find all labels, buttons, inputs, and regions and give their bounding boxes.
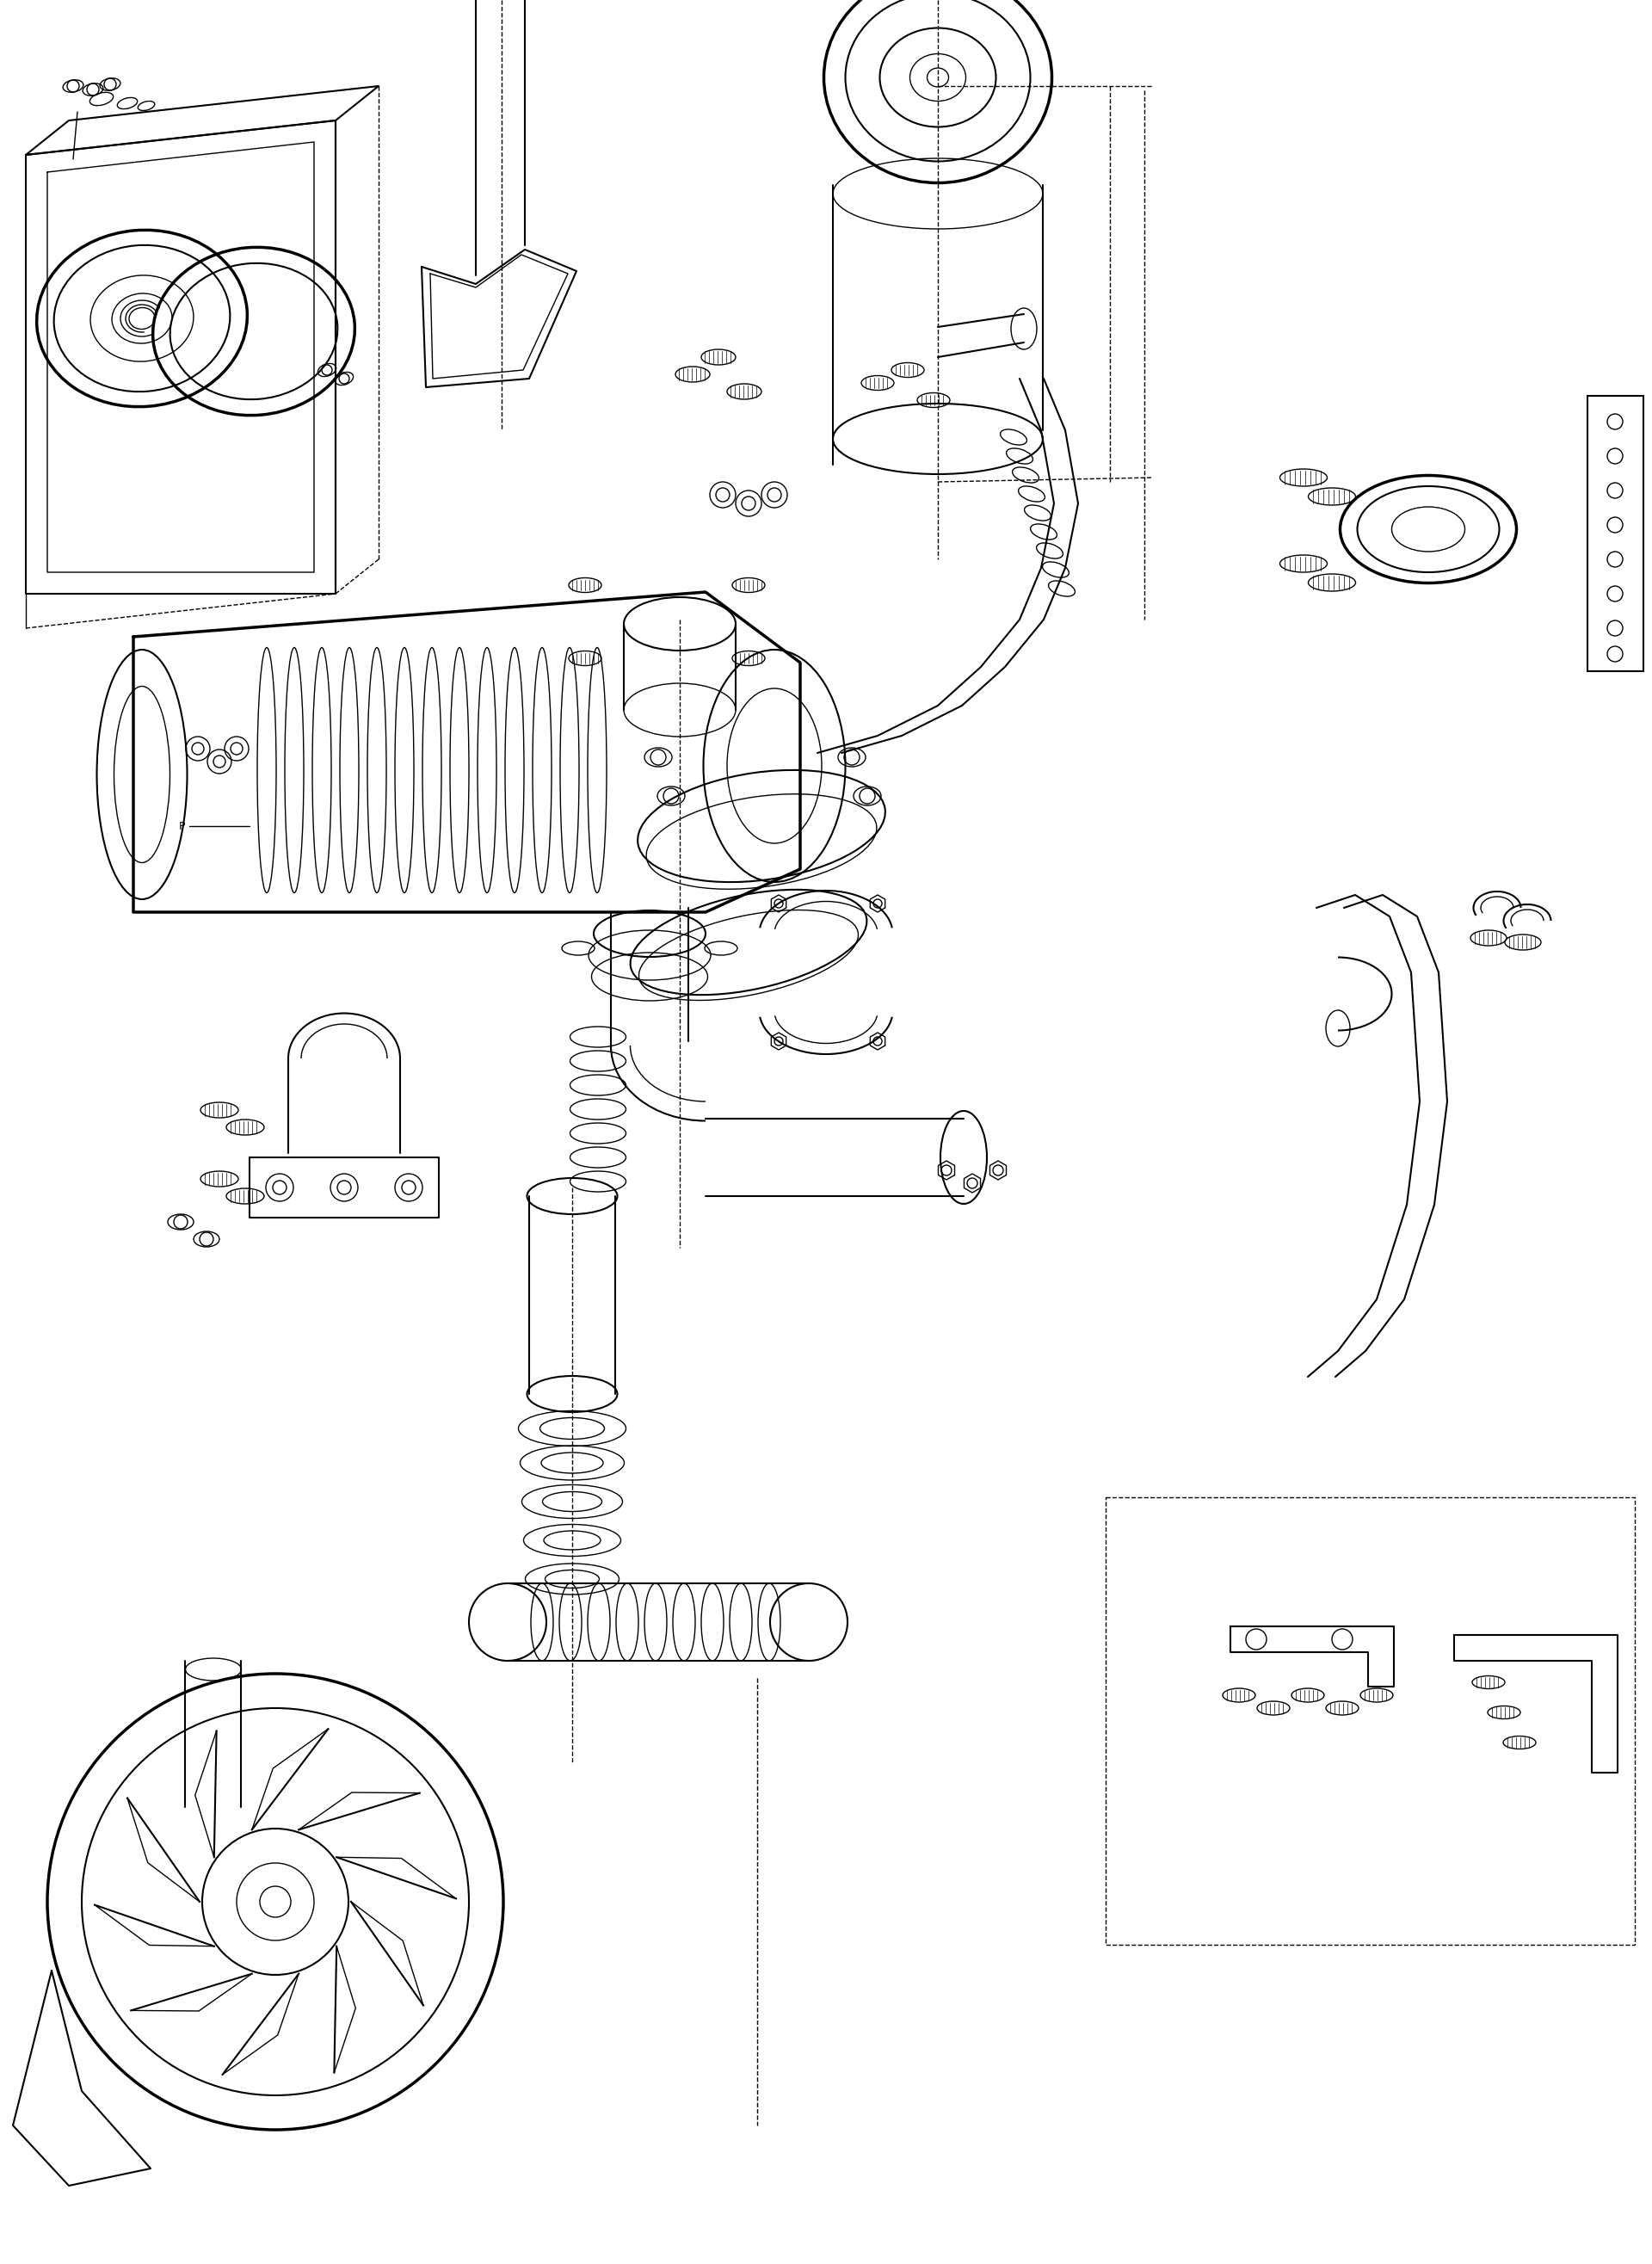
- Bar: [1588, 396, 1644, 670]
- Text: P: P: [178, 820, 185, 831]
